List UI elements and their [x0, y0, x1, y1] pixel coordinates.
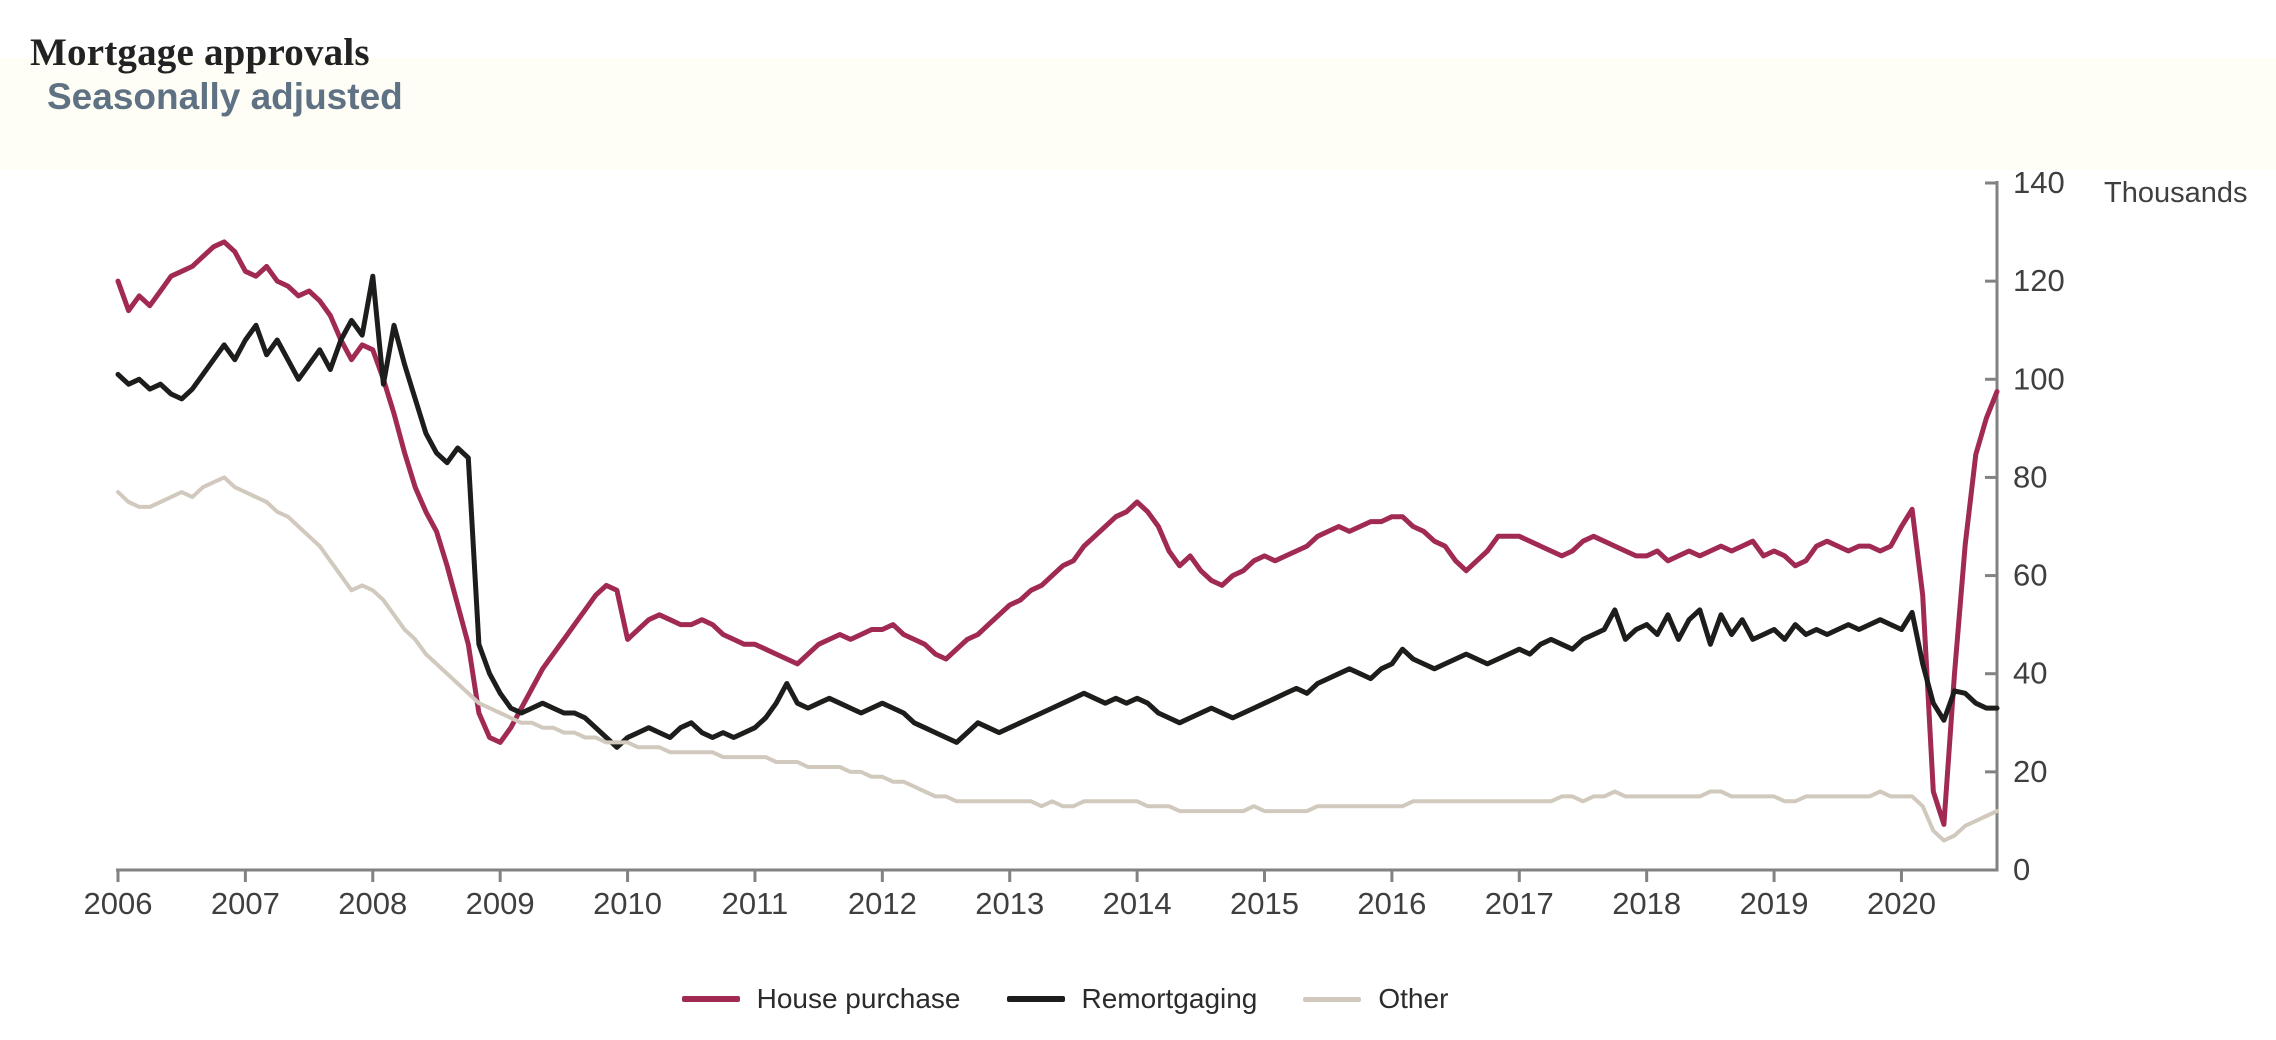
legend-swatch — [1006, 996, 1065, 1002]
subtitle-band — [0, 58, 2276, 170]
x-tick-label: 2011 — [722, 886, 789, 921]
legend-item-remortgaging: Remortgaging — [1006, 983, 1258, 1015]
legend-label: Remortgaging — [1081, 983, 1258, 1014]
legend-label: Other — [1378, 983, 1449, 1014]
x-tick-label: 2020 — [1867, 886, 1936, 921]
chart-subtitle: Seasonally adjusted — [47, 76, 403, 117]
legend-swatch — [1303, 996, 1362, 1002]
page-title: Mortgage approvals — [30, 31, 370, 75]
x-tick-label: 2013 — [975, 886, 1044, 921]
series-line-remortgaging — [115, 273, 2000, 750]
x-tick-label: 2016 — [1357, 886, 1426, 921]
legend-item-house-purchase: House purchase — [681, 983, 961, 1015]
x-tick-label: 2006 — [84, 886, 153, 921]
legend-swatch — [681, 996, 740, 1002]
y-tick-label: 60 — [2013, 558, 2047, 593]
series-line-other — [116, 475, 1999, 843]
x-tick-label: 2014 — [1103, 886, 1172, 921]
y-tick-label: 100 — [2013, 361, 2065, 396]
y-tick-label: 80 — [2013, 459, 2047, 494]
x-tick-label: 2017 — [1485, 886, 1554, 921]
y-tick-label: 0 — [2013, 852, 2030, 887]
y-tick-label: 140 — [2013, 165, 2065, 200]
series-line-house-purchase — [115, 239, 2000, 827]
x-tick-label: 2008 — [338, 886, 407, 921]
y-axis-unit-label: Thousands — [2104, 177, 2248, 209]
legend-label: House purchase — [756, 983, 961, 1014]
legend-item-other: Other — [1303, 983, 1448, 1015]
y-tick-label: 120 — [2013, 263, 2065, 298]
x-tick-label: 2012 — [848, 886, 917, 921]
x-tick-label: 2015 — [1230, 886, 1299, 921]
chart-legend: House purchase Remortgaging Other — [0, 974, 2203, 1024]
y-tick-label: 40 — [2013, 656, 2047, 691]
x-tick-label: 2018 — [1612, 886, 1681, 921]
x-tick-label: 2009 — [466, 886, 535, 921]
x-tick-label: 2010 — [593, 886, 662, 921]
y-tick-label: 20 — [2013, 754, 2047, 789]
x-tick-label: 2019 — [1740, 886, 1809, 921]
x-tick-label: 2007 — [211, 886, 280, 921]
